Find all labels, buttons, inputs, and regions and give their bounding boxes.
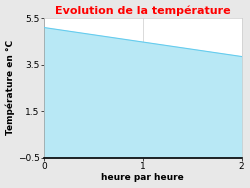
Y-axis label: Température en °C: Température en °C — [6, 40, 15, 135]
Title: Evolution de la température: Evolution de la température — [55, 6, 231, 16]
X-axis label: heure par heure: heure par heure — [102, 174, 184, 182]
